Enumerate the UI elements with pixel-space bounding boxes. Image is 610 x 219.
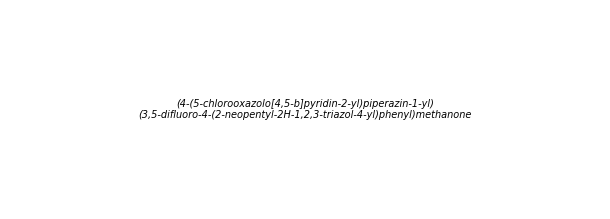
Text: (4-(5-chlorooxazolo[4,5-b]pyridin-2-yl)piperazin-1-yl)
(3,5-difluoro-4-(2-neopen: (4-(5-chlorooxazolo[4,5-b]pyridin-2-yl)p… xyxy=(138,99,472,120)
